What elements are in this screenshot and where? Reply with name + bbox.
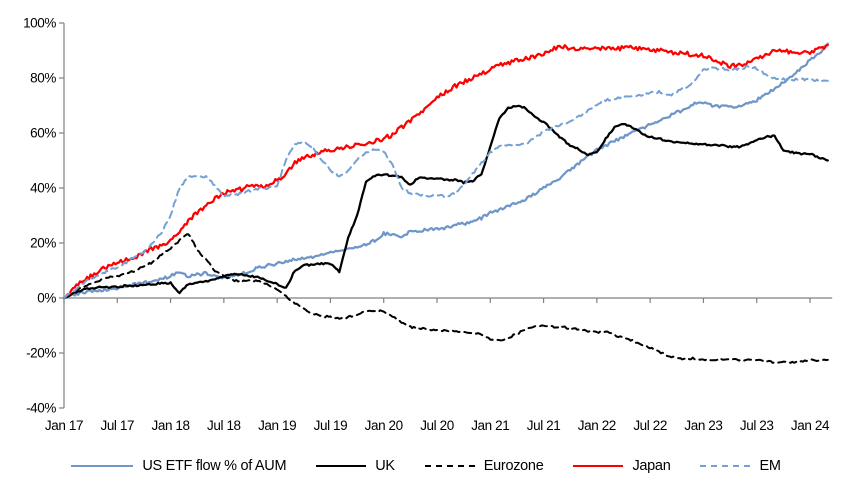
us-line-sample: [71, 465, 134, 467]
legend-label-us: US ETF flow % of AUM: [142, 458, 287, 474]
y-tick-label: 60%: [30, 126, 56, 141]
y-tick-label: 100%: [23, 16, 56, 31]
y-tick-label: -40%: [26, 401, 56, 416]
x-tick-label: Jul 19: [314, 418, 348, 433]
japan-line-sample: [573, 465, 624, 467]
y-tick-label: 40%: [30, 181, 56, 196]
y-tick-label: -20%: [26, 346, 56, 361]
y-tick-label: 20%: [30, 236, 56, 251]
x-tick-label: Jan 17: [45, 418, 83, 433]
chart-plot-area: 100% 80% 60% 40% 20% 0% -20% -40% Jan 17 Jul 17 Ja…: [23, 16, 833, 433]
em-line-sample: [700, 465, 751, 467]
y-tick-label: 0%: [37, 291, 56, 306]
x-tick-label: Jan 24: [791, 418, 830, 433]
series-line-us-etf-flow-of-aum: [62, 42, 829, 300]
x-tick-label: Jul 23: [740, 418, 774, 433]
x-tick-label: Jan 18: [152, 418, 190, 433]
legend: US ETF flow % of AUM UK Eurozone Japan E…: [0, 444, 852, 488]
legend-item-japan: Japan: [573, 458, 671, 474]
x-tick-label: Jul 20: [420, 418, 454, 433]
x-tick-label: Jan 20: [365, 418, 403, 433]
legend-label-em: EM: [759, 458, 781, 474]
eurozone-line-sample: [424, 465, 475, 467]
legend-item-us: US ETF flow % of AUM: [71, 458, 287, 474]
series-line-em: [63, 65, 829, 299]
x-tick-label: Jan 21: [471, 418, 509, 433]
legend-label-japan: Japan: [632, 458, 671, 474]
series-line-japan: [62, 43, 829, 300]
x-tick-label: Jan 22: [578, 418, 616, 433]
x-tick-label: Jan 23: [684, 418, 722, 433]
x-tick-label: Jul 22: [633, 418, 667, 433]
x-tick-label: Jul 18: [207, 418, 241, 433]
uk-line-sample: [316, 465, 367, 467]
legend-label-eurozone: Eurozone: [483, 458, 544, 474]
x-tick-label: Jan 19: [258, 418, 296, 433]
x-tick-label: Jul 17: [100, 418, 134, 433]
legend-label-uk: UK: [375, 458, 395, 474]
series-line-uk: [62, 104, 829, 300]
x-tick-label: Jul 21: [527, 418, 561, 433]
y-tick-label: 80%: [30, 71, 56, 86]
legend-item-eurozone: Eurozone: [424, 458, 544, 474]
series-line-eurozone: [63, 233, 829, 364]
legend-item-uk: UK: [316, 458, 395, 474]
legend-item-em: EM: [700, 458, 781, 474]
